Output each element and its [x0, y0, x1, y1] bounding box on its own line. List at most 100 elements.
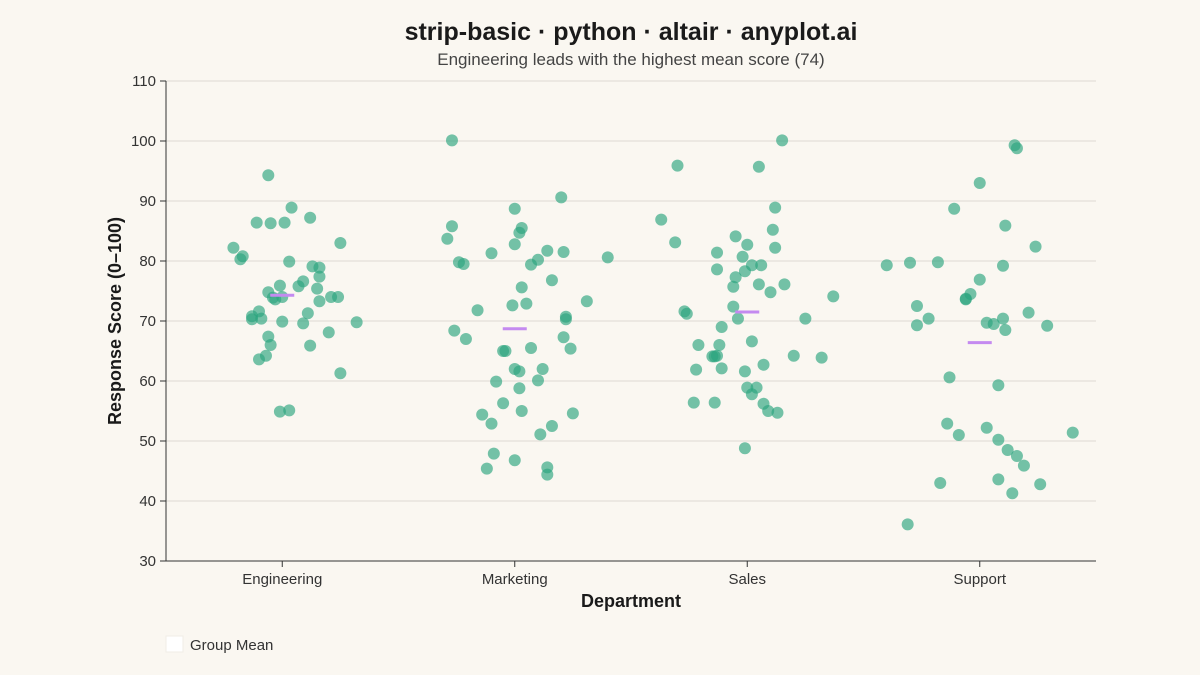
data-point: [441, 232, 454, 245]
data-point: [727, 280, 740, 293]
data-point: [1034, 478, 1047, 491]
data-point: [1041, 319, 1054, 332]
data-point: [304, 211, 317, 224]
data-point: [997, 312, 1009, 325]
data-point: [334, 237, 347, 249]
data-point: [799, 312, 812, 325]
data-point: [297, 275, 310, 288]
data-point: [557, 246, 570, 258]
data-point: [671, 159, 684, 172]
y-tick-label: 90: [139, 193, 156, 210]
data-point: [901, 518, 914, 531]
data-point: [973, 177, 986, 189]
data-point: [283, 404, 296, 417]
data-point: [259, 349, 272, 362]
data-points: [227, 134, 1079, 531]
data-point: [313, 270, 326, 283]
data-point: [283, 255, 296, 268]
data-point: [276, 291, 289, 303]
gridlines: [166, 80, 1096, 502]
data-point: [541, 244, 554, 257]
data-point: [815, 351, 828, 364]
data-point: [534, 428, 547, 441]
data-point: [1017, 459, 1030, 472]
x-tick-label: Marketing: [482, 571, 548, 588]
data-point: [448, 324, 461, 337]
data-point: [545, 274, 558, 287]
data-point: [997, 259, 1009, 272]
data-point: [564, 342, 577, 355]
data-point: [459, 333, 472, 345]
data-point: [545, 420, 558, 432]
data-point: [711, 246, 724, 259]
mean-markers: [270, 293, 992, 345]
data-point: [752, 278, 765, 291]
data-point: [297, 317, 310, 330]
data-point: [731, 312, 744, 325]
data-point: [752, 160, 765, 173]
data-point: [787, 349, 800, 362]
data-point: [690, 363, 703, 376]
data-point: [264, 217, 277, 230]
data-point: [715, 362, 728, 375]
data-point: [1029, 240, 1042, 253]
data-point: [729, 271, 742, 284]
data-point: [736, 250, 749, 263]
data-point: [476, 408, 489, 421]
data-point: [520, 297, 533, 310]
data-point: [322, 326, 335, 339]
data-point: [264, 339, 277, 351]
chart-title: strip-basic · python · altair · anyplot.…: [404, 18, 858, 46]
data-point: [532, 253, 544, 266]
data-point: [276, 315, 289, 328]
data-point: [1010, 450, 1023, 462]
data-point: [566, 407, 579, 420]
data-point: [485, 247, 498, 260]
y-tick-label: 60: [139, 373, 156, 390]
data-point: [1010, 142, 1023, 155]
y-tick-label: 70: [139, 313, 156, 330]
data-point: [525, 342, 538, 354]
data-point: [880, 259, 893, 272]
x-tick-label: Support: [953, 571, 1006, 588]
data-point: [445, 220, 458, 233]
data-point: [515, 281, 528, 294]
data-point: [513, 365, 526, 378]
x-axis-title: Department: [581, 591, 681, 611]
data-point: [992, 473, 1005, 486]
data-point: [711, 349, 724, 362]
y-axis-title: Response Score (0–100): [105, 217, 125, 425]
data-point: [973, 273, 986, 286]
data-point: [536, 363, 549, 375]
data-point: [776, 134, 789, 147]
data-point: [601, 251, 614, 264]
data-point: [1022, 306, 1035, 319]
data-point: [1001, 444, 1014, 456]
data-point: [485, 417, 498, 430]
data-point: [513, 226, 526, 239]
data-point: [992, 433, 1005, 446]
data-point: [669, 236, 682, 249]
data-point: [708, 396, 721, 409]
data-point: [762, 405, 775, 417]
data-point: [515, 405, 528, 417]
chart-subtitle: Engineering leads with the highest mean …: [437, 50, 825, 69]
data-point: [655, 213, 668, 226]
data-point: [285, 201, 298, 214]
data-point: [541, 468, 554, 481]
data-point: [980, 421, 993, 434]
data-point: [987, 318, 1000, 330]
data-point: [273, 279, 286, 292]
data-point: [769, 241, 782, 254]
legend-label: Group Mean: [190, 637, 273, 654]
y-tick-label: 80: [139, 253, 156, 270]
data-point: [559, 310, 572, 323]
data-point: [769, 201, 782, 214]
data-point: [755, 259, 768, 272]
data-point: [304, 339, 317, 352]
data-point: [778, 278, 791, 291]
data-point: [508, 454, 521, 467]
data-point: [952, 429, 965, 441]
data-point: [445, 134, 458, 147]
data-point: [941, 417, 954, 430]
